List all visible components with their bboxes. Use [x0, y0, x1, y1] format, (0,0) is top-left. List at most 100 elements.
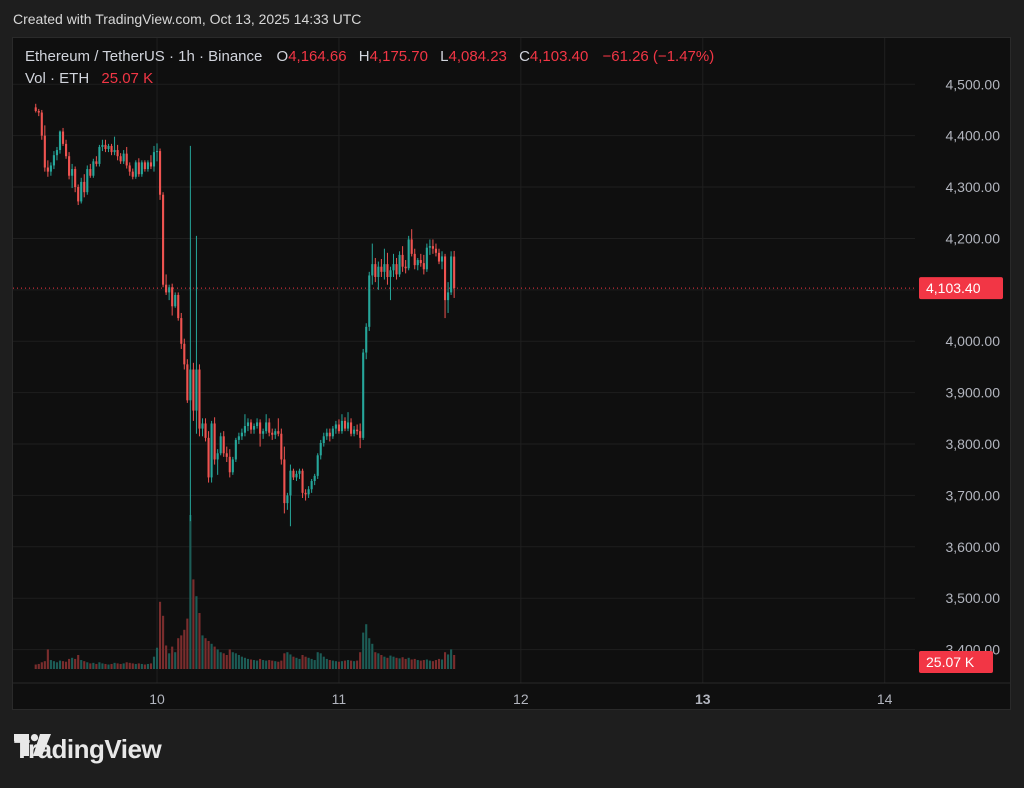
candle-body: [110, 145, 113, 153]
candle-body: [337, 424, 340, 432]
volume-bar: [349, 660, 353, 669]
candle-body: [83, 181, 86, 193]
volume-bar: [343, 660, 347, 669]
volume-bar: [46, 649, 49, 669]
volume-bar: [225, 655, 228, 669]
volume-bar: [322, 656, 325, 669]
price-tags: 4,103.40 25.07 K: [919, 277, 1003, 673]
candle-body: [404, 266, 407, 269]
candle-body: [237, 436, 240, 440]
volume-bar: [119, 663, 122, 669]
volume-bar: [265, 660, 268, 669]
volume-bar: [404, 658, 407, 669]
candle-body: [89, 169, 92, 176]
volume-bar: [116, 663, 119, 669]
volume-bar: [286, 652, 289, 669]
candle-body: [119, 156, 122, 162]
candle-body: [356, 429, 359, 432]
volume-bar: [422, 660, 425, 669]
volume-bar: [137, 663, 140, 669]
candle-body: [107, 145, 110, 150]
y-tick-label: 4,400.00: [946, 128, 1001, 144]
volume-bar: [310, 658, 313, 669]
candle-body: [450, 256, 453, 293]
candle-body: [343, 420, 347, 429]
volume-bar: [68, 658, 71, 669]
candle-body: [395, 264, 398, 275]
volume-bar: [401, 657, 404, 669]
volume-bar: [298, 658, 301, 669]
y-axis: 4,500.004,400.004,300.004,200.004,100.00…: [946, 76, 1001, 657]
volume-bar: [262, 660, 265, 669]
candlestick-chart[interactable]: 4,500.004,400.004,300.004,200.004,100.00…: [13, 38, 1011, 710]
volume-bar: [383, 656, 386, 669]
candle-body: [152, 152, 156, 167]
volume-bar: [353, 661, 356, 669]
x-tick-label: 14: [877, 691, 893, 707]
candle-body: [453, 256, 456, 289]
volume-bar: [49, 660, 52, 669]
candle-body: [271, 432, 274, 435]
volume-bar: [125, 662, 128, 669]
candle-body: [98, 146, 101, 164]
candle-body: [362, 352, 365, 438]
candle-body: [137, 162, 140, 175]
candle-body: [349, 422, 353, 434]
volume-bar: [419, 660, 422, 669]
candle-body: [377, 266, 380, 277]
svg-text:Ethereum / TetherUS · 1h · Bin: Ethereum / TetherUS · 1h · Binance O4,16…: [25, 48, 714, 65]
volume-bar: [271, 660, 274, 669]
volume-bar: [183, 629, 186, 669]
symbol-label: Ethereum / TetherUS · 1h · Binance: [25, 48, 262, 65]
last-price-tag-label: 4,103.40: [926, 280, 981, 296]
volume-bar: [380, 655, 383, 669]
candle-body: [380, 266, 383, 272]
candle-body: [440, 256, 444, 262]
candle-body: [180, 318, 183, 344]
volume-bar: [189, 515, 192, 669]
volume-bar: [149, 663, 153, 669]
candle-body: [165, 284, 168, 293]
volume-bar: [295, 657, 298, 669]
volume-bar: [280, 660, 283, 669]
volume-label: Vol · ETH: [25, 70, 89, 87]
volume-bar: [134, 663, 137, 669]
volume-bar: [207, 641, 210, 669]
candles: [34, 103, 456, 527]
candle-body: [134, 162, 137, 177]
candle-body: [365, 326, 368, 353]
volume-bar: [240, 656, 243, 669]
candle-body: [68, 156, 71, 176]
volume-bar: [377, 653, 380, 669]
candle-body: [401, 254, 404, 267]
volume-bar: [252, 660, 256, 669]
candle-body: [346, 422, 350, 429]
volume-bar: [274, 661, 277, 669]
candle-body: [101, 144, 104, 147]
volume-bar: [398, 658, 401, 669]
candle-body: [340, 420, 344, 432]
candle-body: [171, 287, 174, 307]
volume-bar: [440, 659, 444, 669]
candle-body: [325, 432, 328, 437]
candle-body: [113, 150, 116, 153]
candle-body: [386, 264, 389, 277]
candle-body: [149, 162, 153, 167]
volume-bar: [292, 656, 295, 669]
candle-body: [286, 495, 289, 504]
candle-body: [371, 264, 374, 276]
chart-panel[interactable]: 4,500.004,400.004,300.004,200.004,100.00…: [12, 37, 1011, 710]
volume-bar: [58, 660, 62, 669]
volume-bar: [162, 615, 165, 669]
volume-bar: [237, 655, 240, 669]
volume-bar: [113, 662, 116, 669]
volume-bar: [334, 661, 337, 669]
candle-body: [316, 455, 319, 476]
volume-bar: [177, 638, 180, 669]
volume-bar: [128, 662, 131, 669]
tradingview-logo: TradingView: [14, 734, 162, 765]
candle-body: [92, 161, 95, 176]
grid: [13, 38, 1010, 684]
volume-bar: [168, 653, 171, 669]
volume-tag: [919, 651, 993, 673]
